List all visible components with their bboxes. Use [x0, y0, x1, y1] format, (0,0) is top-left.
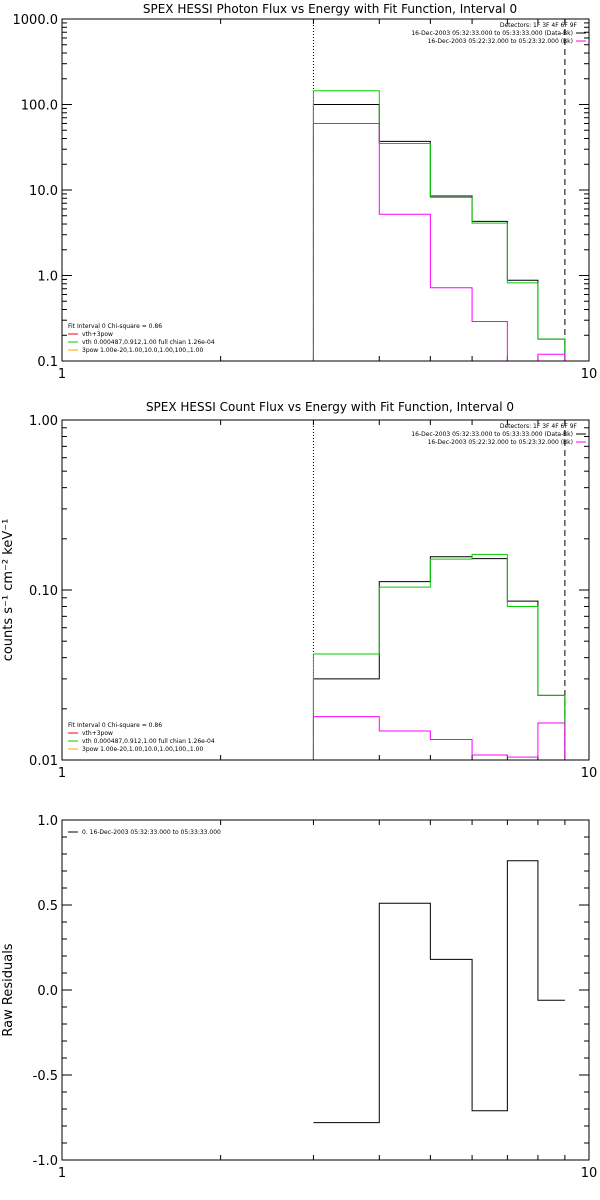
residuals-legend-entry: 0. 16-Dec-2003 05:32:33.000 to 05:33:33.… — [82, 829, 221, 836]
photon-flux-y-tick-label: 1.0 — [37, 270, 58, 285]
photon-flux-legend-fit-header: Fit Interval 0 Chi-square = 0.86 — [68, 323, 162, 330]
count-flux-y-axis-label: counts s⁻¹ cm⁻² keV⁻¹ — [1, 519, 16, 662]
residuals-x-tick-label: 1 — [58, 1166, 66, 1181]
residuals-y-tick-label: -0.5 — [33, 1069, 58, 1084]
photon-flux-legend-entry: vth+3pow — [82, 331, 113, 338]
residuals-y-tick-label: 1.0 — [37, 814, 58, 829]
count-flux-y-tick-label: 1.00 — [29, 414, 58, 429]
residuals-y-tick-label: -1.0 — [33, 1154, 58, 1169]
residuals-marks: 1 10 -1.0 -0.5 0.0 0.5 1.0 0. 16-Dec-2003 05:32… — [33, 814, 598, 1181]
count-flux-component-series — [312, 716, 566, 760]
photon-flux-legend-entry: 16-Dec-2003 05:32:33.000 to 05:33:33.000… — [411, 30, 573, 37]
photon-flux-legend-entry: vth 0.000487,0.912,1.00 full chian 1.26e… — [82, 339, 215, 346]
residuals-residuals-series — [313, 860, 565, 1124]
residuals-y-tick-label: 0.5 — [37, 899, 58, 914]
residuals-axes-frame — [61, 819, 590, 1161]
count-flux-legend-detectors: Detectors: 1F 3F 4F 6F 9F — [500, 423, 578, 430]
count-flux-x-tick-label: 10 — [581, 766, 598, 781]
photon-flux-title: SPEX HESSI Photon Flux vs Energy with Fi… — [143, 2, 517, 16]
photon-flux-component-series — [312, 122, 566, 362]
photon-flux-x-tick-label: 10 — [581, 367, 598, 382]
count-flux-legend-entry: 16-Dec-2003 05:32:33.000 to 05:33:33.000… — [411, 431, 573, 438]
photon-flux-marks: 1 10 0.1 1.0 10.0 100.0 1000.0 Detectors: 1F 3F… — [13, 13, 598, 382]
count-flux-y-tick-label: 0.01 — [29, 754, 58, 769]
count-flux-panel: SPEX HESSI Count Flux vs Energy with Fit… — [1, 400, 597, 781]
residuals-panel: Raw Residuals 1 10 -1.0 -0.5 0.0 0.5 1.0 0. 16-… — [1, 814, 597, 1181]
count-flux-legend-entry: 3pow 1.00e-20,1.00,10.0,1.00,100.,1.00 — [82, 746, 203, 753]
count-flux-y-tick-label: 0.10 — [29, 584, 58, 599]
photon-flux-model-series — [312, 90, 566, 361]
photon-flux-y-tick-label: 10.0 — [29, 184, 58, 199]
count-flux-title: SPEX HESSI Count Flux vs Energy with Fit… — [146, 400, 514, 414]
residuals-y-axis-label: Raw Residuals — [1, 943, 16, 1036]
photon-flux-y-tick-label: 1000.0 — [13, 13, 59, 28]
photon-flux-data-series — [312, 104, 566, 361]
photon-flux-y-tick-label: 100.0 — [21, 99, 58, 114]
count-flux-model-series — [312, 553, 566, 760]
photon-flux-panel: SPEX HESSI Photon Flux vs Energy with Fi… — [13, 2, 598, 382]
count-flux-legend-entry: 16-Dec-2003 05:22:32.000 to 05:23:32.000… — [428, 439, 573, 446]
count-flux-axes-frame — [61, 419, 590, 761]
photon-flux-y-tick-label: 0.1 — [37, 355, 58, 370]
count-flux-legend-fit-header: Fit Interval 0 Chi-square = 0.86 — [68, 722, 162, 729]
photon-flux-x-tick-label: 1 — [58, 367, 66, 382]
photon-flux-legend-detectors: Detectors: 1F 3F 4F 6F 9F — [500, 22, 578, 29]
count-flux-legend-entry: vth+3pow — [82, 730, 113, 737]
photon-flux-legend-entry: 3pow 1.00e-20,1.00,10.0,1.00,100.,1.00 — [82, 347, 203, 354]
count-flux-marks: 1 10 0.01 0.10 1.00 Detectors: 1F 3F 4F 6F 9F… — [29, 414, 597, 781]
photon-flux-axes-frame — [61, 18, 590, 362]
photon-flux-legend-entry: 16-Dec-2003 05:22:32.000 to 05:23:32.000… — [428, 38, 573, 45]
count-flux-x-tick-label: 1 — [58, 766, 66, 781]
residuals-y-tick-label: 0.0 — [37, 984, 58, 999]
residuals-x-tick-label: 10 — [581, 1166, 598, 1181]
count-flux-data-series — [312, 556, 566, 760]
count-flux-legend-entry: vth 0.000487,0.912,1.00 full chian 1.26e… — [82, 738, 215, 745]
